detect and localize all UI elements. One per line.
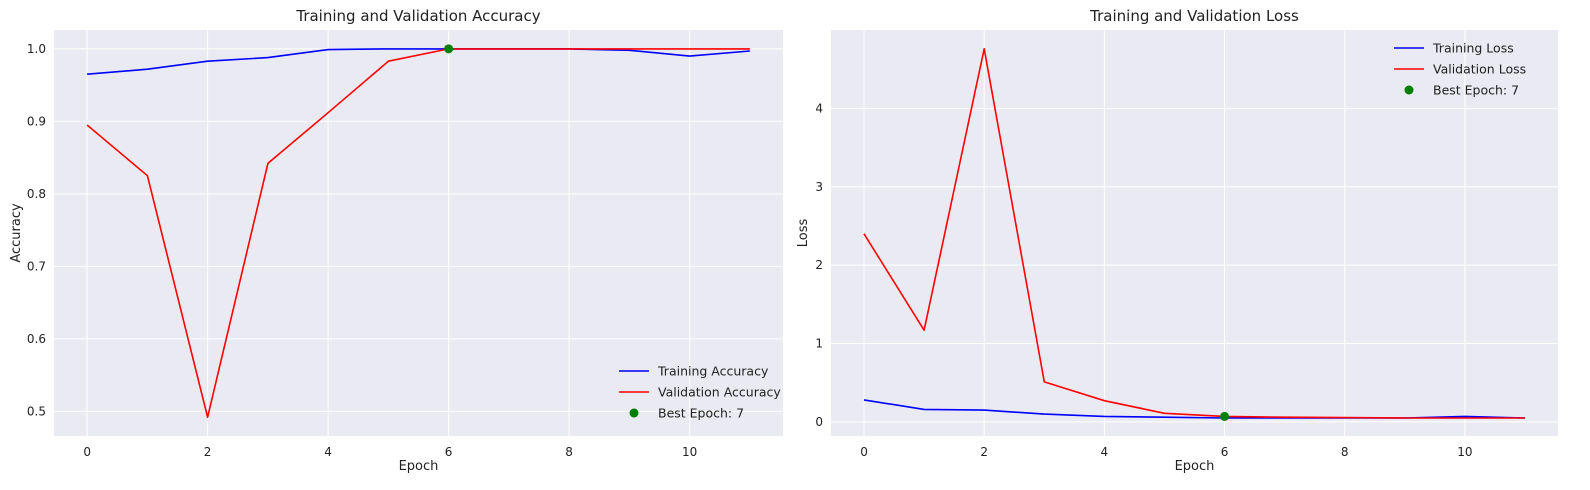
loss-chart: 0 2 4 6 8 10 0 1 2 3 4 Training and Validation Loss… <box>796 7 1558 474</box>
loss-y-axis-label: Loss <box>796 219 811 248</box>
accuracy-x-tick-label: 8 <box>565 445 573 459</box>
accuracy-training-accuracy-line <box>87 48 750 75</box>
accuracy-y-axis-label: Accuracy <box>9 203 24 263</box>
loss-legend-label: Validation Loss <box>1433 62 1526 77</box>
accuracy-y-tick-label: 0.9 <box>27 114 46 128</box>
loss-y-tick-label: 2 <box>815 258 823 272</box>
loss-x-tick-label: 2 <box>980 445 988 459</box>
accuracy-x-tick-label: 2 <box>204 445 212 459</box>
loss-legend: Training Loss Validation Loss Best Epoch: … <box>1394 41 1526 98</box>
accuracy-x-axis-label: Epoch <box>399 459 439 474</box>
loss-x-tick-label: 8 <box>1341 445 1349 459</box>
accuracy-y-tick-label: 0.7 <box>27 259 46 273</box>
loss-x-tick-label: 6 <box>1221 445 1229 459</box>
loss-best-epoch-marker <box>1220 411 1230 421</box>
accuracy-legend-label: Validation Accuracy <box>658 385 781 400</box>
accuracy-chart: 0 2 4 6 8 10 0.5 0.6 0.7 0.8 0.9 1.0 Training and Va… <box>9 7 783 474</box>
loss-chart-title: Training and Validation Loss <box>1089 7 1299 25</box>
accuracy-legend-marker-swatch <box>629 408 639 418</box>
accuracy-legend-label: Training Accuracy <box>657 364 769 379</box>
loss-y-tick-label: 0 <box>815 415 823 429</box>
accuracy-x-tick-label: 0 <box>83 445 91 459</box>
accuracy-validation-accuracy-line <box>86 48 750 419</box>
loss-y-tick-label: 1 <box>815 337 823 351</box>
loss-y-tick-label: 4 <box>815 101 823 115</box>
loss-legend-label: Training Loss <box>1432 41 1514 56</box>
loss-x-tick-label: 10 <box>1457 445 1472 459</box>
loss-y-tick-label: 3 <box>815 180 823 194</box>
accuracy-legend-label: Best Epoch: 7 <box>658 406 744 421</box>
loss-plot-area <box>831 30 1558 436</box>
accuracy-x-tick-label: 4 <box>324 445 332 459</box>
accuracy-x-tick-label: 6 <box>445 445 453 459</box>
loss-legend-label: Best Epoch: 7 <box>1433 83 1519 98</box>
accuracy-y-tick-label: 0.8 <box>27 187 46 201</box>
loss-x-axis-label: Epoch <box>1175 459 1215 474</box>
accuracy-y-tick-label: 1.0 <box>27 42 46 56</box>
accuracy-best-epoch-marker <box>444 44 454 54</box>
accuracy-plot-area <box>54 30 783 436</box>
loss-x-tick-label: 0 <box>860 445 868 459</box>
loss-validation-loss-line <box>863 47 1525 419</box>
loss-x-tick-label: 4 <box>1101 445 1109 459</box>
accuracy-y-tick-label: 0.6 <box>27 332 46 346</box>
accuracy-x-tick-label: 10 <box>682 445 697 459</box>
loss-legend-marker-swatch <box>1404 85 1414 95</box>
accuracy-chart-title: Training and Validation Accuracy <box>295 7 540 25</box>
accuracy-y-tick-label: 0.5 <box>27 404 46 418</box>
accuracy-legend: Training Accuracy Validation Accuracy Best… <box>619 364 781 421</box>
